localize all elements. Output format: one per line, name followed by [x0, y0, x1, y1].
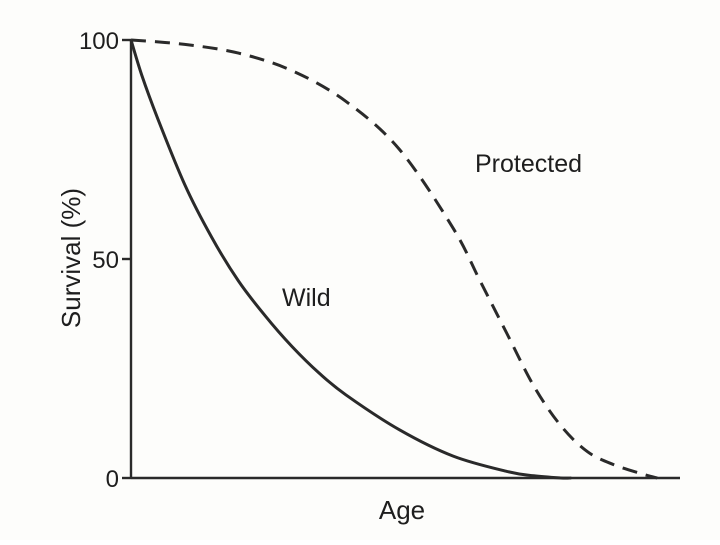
y-axis-label: Survival (%) [56, 188, 86, 328]
series-label-protected: Protected [475, 150, 582, 178]
series-labels: Wild Protected [282, 150, 582, 312]
x-axis-label: Age [379, 495, 425, 525]
series-line-protected [130, 38, 658, 480]
axes [129, 40, 680, 480]
y-tick-label-50: 50 [92, 247, 119, 274]
y-ticks: 0 50 100 [79, 28, 131, 493]
y-tick-label-0: 0 [106, 466, 119, 493]
series-label-wild: Wild [282, 284, 331, 312]
series-lines [129, 38, 658, 480]
series-line-wild [129, 39, 572, 480]
y-tick-label-100: 100 [79, 28, 119, 55]
